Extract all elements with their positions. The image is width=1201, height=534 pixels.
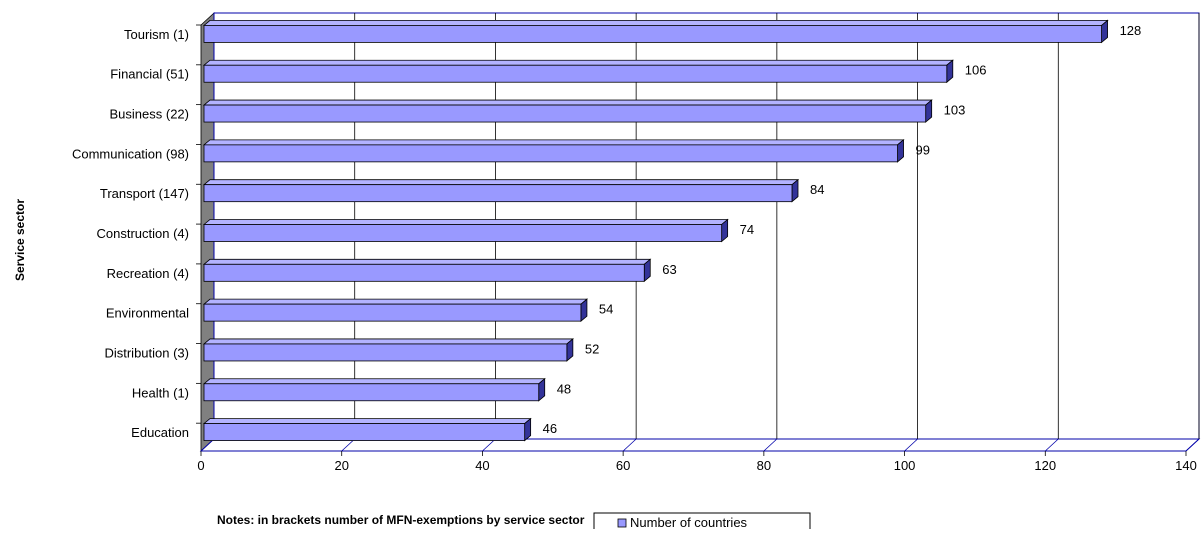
floor-gridline	[763, 438, 778, 452]
x-tick-label: 120	[1034, 458, 1056, 473]
x-tick-label: 80	[757, 458, 771, 473]
x-tick-label: 40	[475, 458, 489, 473]
data-label: 106	[965, 63, 987, 78]
x-tick-label: 100	[894, 458, 916, 473]
bar-top-face	[202, 20, 1109, 26]
data-label: 48	[557, 381, 571, 396]
bar	[203, 104, 927, 123]
bar	[203, 303, 582, 322]
category-labels: Tourism (1) Financial (51) Business (22) Co…	[72, 27, 189, 440]
bar-top-face	[202, 59, 954, 66]
category-label: Health (1)	[132, 385, 189, 400]
bar	[203, 224, 723, 242]
floor-gridline	[482, 438, 496, 452]
category-label: Business (22)	[110, 107, 189, 122]
category-label: Distribution (3)	[104, 345, 189, 360]
category-label: Education	[131, 425, 189, 440]
data-label: 99	[916, 142, 930, 157]
category-label: Environmental	[106, 306, 189, 321]
x-tick-label: 140	[1175, 458, 1197, 473]
data-label: 128	[1120, 23, 1142, 38]
bar-top-face	[202, 99, 933, 106]
bar	[203, 184, 793, 203]
bar-top-face	[202, 258, 652, 265]
bar	[203, 64, 948, 83]
bar-top-face	[202, 418, 532, 424]
category-label: Construction (4)	[97, 226, 189, 241]
x-tick-labels: 0 20 40 60 80 100 120 140	[197, 458, 1196, 473]
legend: Number of countries	[593, 512, 811, 534]
category-label: Financial (51)	[110, 67, 189, 82]
data-label: 74	[740, 222, 754, 237]
floor-gridline	[1185, 438, 1200, 452]
bar-top-face	[202, 219, 729, 225]
data-labels: 128 106 103 99 84 74 63 54 52 48 46	[543, 23, 1142, 436]
bar-top-face	[202, 378, 546, 385]
bar-top-face	[202, 179, 800, 186]
bar	[203, 343, 568, 362]
bar	[203, 383, 540, 402]
legend-swatch	[617, 518, 627, 528]
bars	[202, 19, 1109, 442]
chart-note: Notes: in brackets number of MFN-exempti…	[217, 513, 585, 527]
data-label: 63	[662, 262, 676, 277]
legend-label: Number of countries	[630, 515, 748, 529]
category-label: Transport (147)	[100, 186, 189, 201]
data-label: 52	[585, 341, 599, 356]
x-tick-label: 0	[197, 458, 204, 473]
category-label: Communication (98)	[72, 146, 189, 161]
category-label: Tourism (1)	[124, 27, 189, 42]
floor-gridline	[904, 438, 918, 452]
y-axis-title: Service sector	[13, 199, 27, 281]
bar	[203, 423, 526, 441]
data-label: 46	[543, 421, 557, 436]
bar	[203, 144, 898, 163]
floor-gridline	[1045, 438, 1059, 452]
bar-top-face	[202, 338, 574, 345]
bar	[203, 25, 1102, 43]
bar-top-face	[202, 139, 905, 146]
x-tick-label: 60	[616, 458, 630, 473]
bar-top-face	[202, 298, 589, 305]
data-label: 103	[944, 103, 966, 118]
floor-gridline	[622, 438, 637, 452]
category-label: Recreation (4)	[107, 266, 189, 281]
data-label: 84	[810, 182, 824, 197]
data-label: 54	[599, 302, 613, 317]
x-tick-label: 20	[334, 458, 348, 473]
floor-gridline	[341, 438, 355, 452]
bar	[203, 263, 645, 282]
